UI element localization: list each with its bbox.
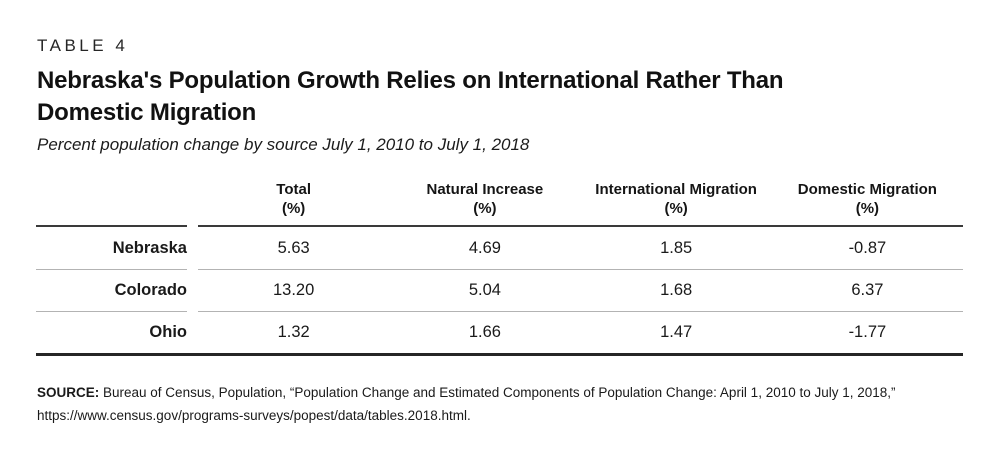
row-data: 5.63 4.69 1.85 -0.87 — [198, 227, 963, 269]
data-cell: 13.20 — [272, 281, 315, 299]
data-cell: 1.66 — [468, 323, 501, 341]
row-label: Colorado — [36, 269, 187, 311]
data-table: Total (%) Natural Increase (%) International… — [36, 180, 963, 356]
source-text: Bureau of Census, Population, “Populatio… — [99, 385, 896, 400]
title-line-1: Nebraska's Population Growth Relies on I… — [37, 67, 784, 94]
data-cell: 6.37 — [851, 281, 884, 299]
header-data-cells: Total (%) Natural Increase (%) International… — [198, 180, 963, 227]
column-header-unit: (%) — [281, 200, 306, 217]
source-label: SOURCE: — [37, 385, 100, 400]
data-cell: 1.47 — [660, 323, 693, 341]
source-note: SOURCE: Bureau of Census, Population, “P… — [37, 381, 970, 427]
row-data: 1.32 1.66 1.47 -1.77 — [198, 311, 963, 353]
column-header-label: Total — [276, 181, 311, 198]
column-header: Domestic Migration (%) — [772, 180, 963, 218]
column-header-label: Domestic Migration — [797, 181, 937, 198]
title-line-2: Domestic Migration — [37, 99, 257, 126]
table-row: Ohio 1.32 1.66 1.47 -1.77 — [36, 311, 963, 353]
header-label-spacer — [36, 180, 187, 227]
source-url: https://www.census.gov/programs-surveys/… — [37, 408, 471, 423]
table-subtitle: Percent population change by source July… — [37, 135, 530, 154]
table-title: Nebraska's Population Growth Relies on I… — [37, 65, 970, 129]
table-row: Colorado 13.20 5.04 1.68 6.37 — [36, 269, 963, 311]
data-cell: 4.69 — [468, 238, 501, 257]
table-row: Nebraska 5.63 4.69 1.85 -0.87 — [36, 227, 963, 269]
data-cell: 5.04 — [468, 281, 501, 299]
table-body: Nebraska 5.63 4.69 1.85 -0.87 Colorado 13.20 5.… — [36, 227, 963, 353]
report-page: TABLE 4 Nebraska's Population Growth Rel… — [36, 36, 970, 427]
row-label: Ohio — [36, 311, 187, 353]
column-header-label: International Migration — [595, 181, 757, 198]
row-label: Nebraska — [112, 238, 187, 257]
column-header-unit: (%) — [664, 200, 688, 217]
data-cell: 1.32 — [277, 323, 310, 341]
data-cell: -0.87 — [848, 238, 887, 257]
data-cell: 1.68 — [660, 281, 693, 299]
data-cell: 5.63 — [277, 238, 310, 257]
column-header: Natural Increase (%) — [389, 180, 580, 218]
column-header: International Migration (%) — [581, 180, 772, 218]
column-header-unit: (%) — [855, 200, 880, 217]
table-header-row: Total (%) Natural Increase (%) International… — [36, 180, 963, 227]
column-header-unit: (%) — [473, 200, 497, 217]
data-cell: 1.85 — [660, 238, 693, 257]
column-header-label: Natural Increase — [426, 181, 544, 198]
data-cell: -1.77 — [848, 323, 887, 341]
row-data: 13.20 5.04 1.68 6.37 — [198, 269, 963, 311]
table-kicker: TABLE 4 — [37, 36, 129, 55]
column-header: Total (%) — [198, 180, 389, 218]
